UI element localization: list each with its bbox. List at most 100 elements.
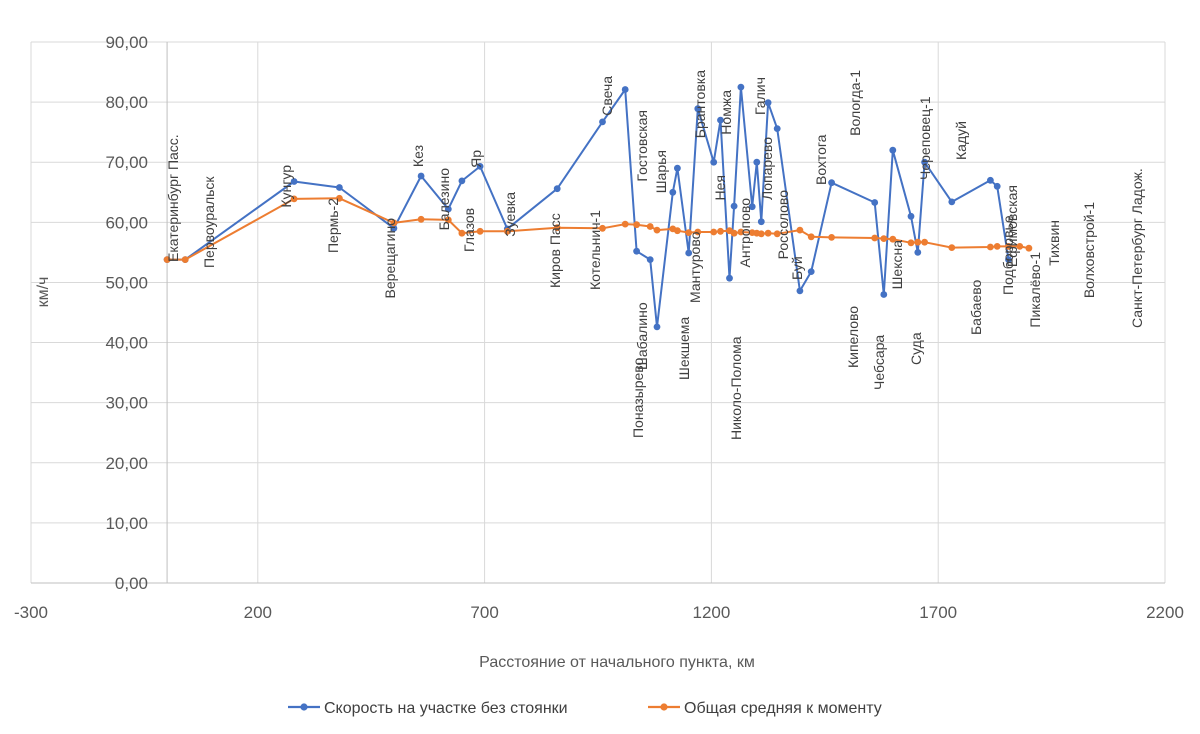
data-point — [553, 185, 561, 193]
data-point — [993, 243, 1001, 250]
data-point — [726, 274, 733, 282]
data-point — [737, 83, 745, 91]
station-label: Вохтога — [813, 134, 829, 185]
y-tick-label: 80,00 — [105, 93, 148, 112]
station-label: Поназырево — [630, 357, 646, 438]
data-point — [757, 230, 765, 238]
data-point — [458, 229, 466, 237]
legend-marker-speed — [300, 703, 308, 711]
data-point — [889, 146, 897, 154]
station-label: Пермь-2 — [325, 198, 341, 253]
station-label: Киров Пасс — [547, 213, 563, 288]
data-point — [948, 198, 956, 206]
y-tick-label: 70,00 — [105, 153, 148, 172]
data-point — [1016, 243, 1024, 250]
data-point — [921, 158, 928, 166]
data-point — [914, 238, 922, 246]
data-point — [987, 176, 994, 184]
tick-labels: 0,00 10,00 20,00 30,00 40,00 50,00 60,00 70,00 8… — [14, 33, 1184, 622]
station-label: Россолово — [775, 190, 791, 260]
data-point — [710, 228, 718, 236]
data-point — [694, 105, 702, 113]
data-point — [948, 244, 956, 252]
data-point — [871, 234, 879, 242]
data-point — [828, 234, 835, 241]
data-point — [390, 224, 398, 232]
data-point — [807, 268, 815, 275]
station-label: Яр — [468, 150, 484, 168]
data-point — [710, 158, 718, 166]
data-point — [390, 219, 398, 227]
series-layer — [163, 83, 1033, 331]
x-tick-label: -300 — [14, 603, 48, 622]
data-point — [773, 125, 781, 132]
data-point — [181, 256, 189, 263]
data-point — [880, 235, 888, 243]
station-label: Шарья — [653, 150, 669, 193]
station-label: Ефимовская — [1004, 185, 1020, 267]
x-tick-label: 1200 — [692, 603, 730, 622]
data-point — [987, 243, 994, 251]
data-point — [717, 116, 724, 124]
data-point — [1005, 256, 1012, 263]
station-label: Буй — [789, 256, 805, 280]
data-point — [773, 230, 781, 238]
data-point — [796, 226, 804, 234]
y-tick-label: 50,00 — [105, 273, 148, 292]
data-point — [1005, 243, 1012, 250]
x-tick-label: 700 — [470, 603, 498, 622]
data-point — [553, 224, 561, 232]
y-tick-label: 90,00 — [105, 33, 148, 52]
station-label: Брантовка — [692, 70, 708, 138]
data-point — [290, 178, 298, 185]
y-axis-title: км/ч — [35, 277, 52, 308]
point-labels: Екатеринбург Пасс. Первоуральск Кунгур Перм… — [165, 70, 1145, 440]
station-label: Галич — [752, 77, 768, 115]
data-point — [685, 249, 693, 257]
data-point — [621, 220, 629, 228]
station-label: Вологда-1 — [847, 70, 863, 136]
legend-label-speed: Скорость на участке без стоянки — [324, 700, 568, 717]
data-point — [764, 99, 772, 107]
station-label: Суда — [908, 332, 924, 365]
y-tick-label: 30,00 — [105, 394, 148, 413]
legend: Скорость на участке без стоянки Общая ср… — [288, 700, 882, 717]
station-label: Мантурово — [687, 231, 703, 303]
station-label: Николо-Полома — [728, 336, 744, 440]
data-point — [764, 229, 772, 237]
y-tick-label: 60,00 — [105, 213, 148, 232]
legend-item-speed: Скорость на участке без стоянки — [288, 700, 568, 717]
data-point — [694, 228, 702, 236]
station-label: Кунгур — [278, 165, 294, 208]
data-point — [633, 247, 640, 255]
station-label: Котельнич-1 — [587, 210, 603, 290]
data-point — [807, 233, 815, 241]
data-point — [889, 235, 897, 243]
data-point — [907, 239, 915, 247]
station-label: Зуевка — [502, 192, 518, 237]
data-point — [653, 323, 661, 331]
station-label: Череповец-1 — [917, 96, 933, 180]
data-point — [444, 205, 452, 213]
x-tick-label: 2200 — [1146, 603, 1184, 622]
data-point — [646, 223, 654, 230]
station-label: Шексна — [889, 240, 905, 290]
station-label: Тихвин — [1046, 220, 1062, 266]
gridlines — [30, 41, 1166, 584]
data-point — [646, 256, 654, 263]
y-tick-label: 10,00 — [105, 514, 148, 533]
data-point — [907, 212, 915, 220]
station-label: Шабалино — [634, 302, 650, 370]
data-point — [674, 164, 681, 172]
data-point — [730, 229, 738, 237]
data-point — [653, 226, 661, 234]
station-label: Свеча — [599, 76, 615, 116]
y-tick-label: 20,00 — [105, 454, 148, 473]
data-point — [336, 184, 343, 191]
station-label: Волховстрой-1 — [1081, 202, 1097, 298]
station-label: Кадуй — [953, 121, 969, 160]
x-tick-label: 1700 — [919, 603, 957, 622]
data-point — [458, 177, 466, 185]
